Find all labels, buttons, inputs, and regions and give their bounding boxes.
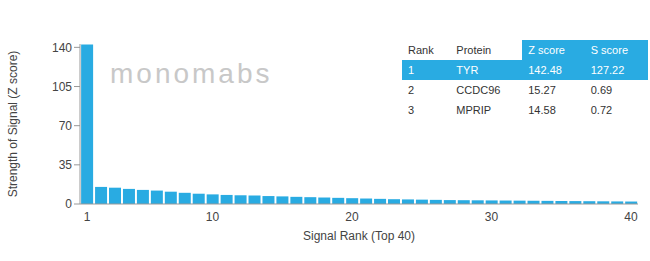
svg-text:30: 30 — [485, 210, 499, 224]
html-text:0.69: 0.69 — [590, 84, 613, 96]
html-text:monomabs: monomabs — [110, 58, 273, 89]
svg-text:105: 105 — [52, 80, 72, 94]
html-text:MPRIP: MPRIP — [456, 104, 492, 116]
svg-text:35: 35 — [59, 158, 73, 172]
svg-text:10: 10 — [206, 210, 220, 224]
svg-text:40: 40 — [624, 210, 638, 224]
html-text:127.22: 127.22 — [590, 64, 625, 76]
html-text:Protein: Protein — [456, 44, 492, 56]
html-text:TYR: TYR — [456, 64, 479, 76]
svg-text:140: 140 — [52, 41, 72, 55]
html-text:0.72: 0.72 — [590, 104, 613, 116]
html-text:Rank: Rank — [408, 44, 434, 56]
svg-text:20: 20 — [345, 210, 359, 224]
html-text:15.27: 15.27 — [528, 84, 556, 96]
html-text:14.58: 14.58 — [528, 104, 556, 116]
svg-text:0: 0 — [65, 197, 72, 211]
svg-text:70: 70 — [59, 119, 73, 133]
html-text:2: 2 — [408, 84, 415, 96]
svg-text:1: 1 — [84, 210, 91, 224]
html-text:3: 3 — [408, 104, 415, 116]
svg-text:Strength of Signal (Z score): Strength of Signal (Z score) — [8, 51, 20, 198]
html-text:CCDC96: CCDC96 — [456, 84, 501, 96]
html-text:1: 1 — [408, 64, 415, 76]
html-text:Z score: Z score — [528, 44, 565, 56]
html-text:142.48: 142.48 — [528, 64, 562, 76]
svg-text:Signal Rank (Top 40): Signal Rank (Top 40) — [303, 229, 415, 243]
html-text:S score: S score — [590, 44, 628, 56]
